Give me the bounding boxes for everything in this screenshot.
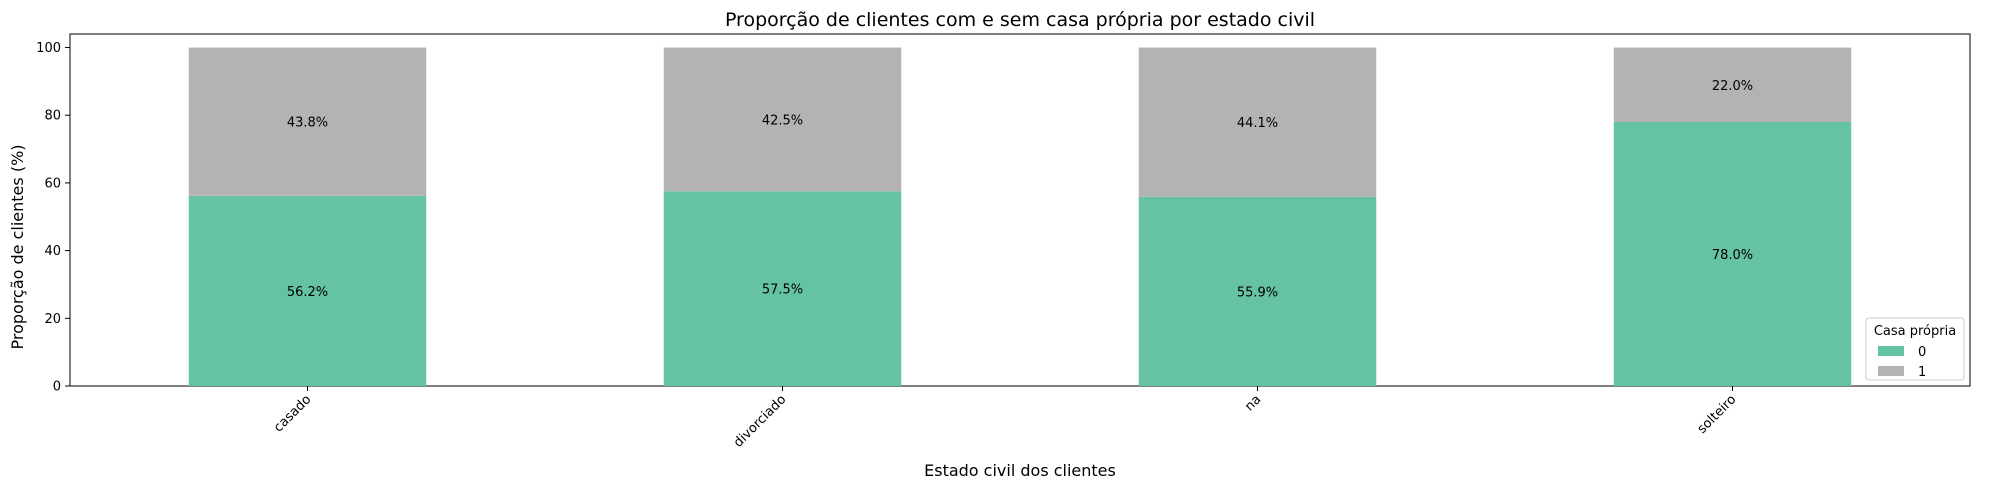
x-tick-label-na: na xyxy=(1242,392,1264,414)
legend: Casa própria 0 1 xyxy=(1865,317,1965,381)
data-labels: 56.2% 43.8% 57.5% 42.5% 55.9% 44.1% 78.0% 22.0% xyxy=(287,79,1753,301)
legend-entry-series-0: 0 xyxy=(1918,345,1926,360)
bar-solteiro-series-0 xyxy=(1613,122,1852,386)
bar-casado-series-0 xyxy=(188,195,427,386)
data-label-divorciado-series-0: 57.5% xyxy=(762,283,803,298)
y-axis-label: Proporção de clientes (%) xyxy=(8,144,27,349)
bar-na-series-1 xyxy=(1138,47,1377,197)
y-tick-label: 20 xyxy=(44,312,61,327)
plot-frame xyxy=(69,33,1971,387)
bar-solteiro-series-1 xyxy=(1613,47,1852,122)
data-label-casado-series-1: 43.8% xyxy=(287,116,328,131)
legend-box xyxy=(1865,317,1965,381)
y-tick-label: 40 xyxy=(44,244,61,259)
data-label-na-series-1: 44.1% xyxy=(1237,116,1278,131)
legend-title: Casa própria xyxy=(1874,324,1956,339)
data-label-casado-series-0: 56.2% xyxy=(287,285,328,300)
y-tick-label: 80 xyxy=(44,109,61,124)
legend-swatch-series-1 xyxy=(1878,366,1904,376)
bars xyxy=(188,47,1852,386)
x-axis-label: Estado civil dos clientes xyxy=(924,461,1116,480)
data-label-divorciado-series-1: 42.5% xyxy=(762,113,803,128)
bar-divorciado-series-0 xyxy=(663,191,902,386)
legend-swatch-series-0 xyxy=(1878,346,1904,356)
y-tick-label: 100 xyxy=(36,41,61,56)
y-tick-label: 60 xyxy=(44,176,61,191)
y-tick-label: 0 xyxy=(53,380,61,395)
x-tick-label-casado: casado xyxy=(271,392,314,435)
bar-divorciado-series-1 xyxy=(663,47,902,192)
x-tick-label-solteiro: solteiro xyxy=(1695,392,1740,437)
bar-na-series-0 xyxy=(1138,196,1377,386)
data-label-na-series-0: 55.9% xyxy=(1237,285,1278,300)
x-tick-label-divorciado: divorciado xyxy=(731,392,789,450)
chart-title: Proporção de clientes com e sem casa pró… xyxy=(725,9,1315,31)
axes xyxy=(69,33,1971,387)
data-label-solteiro-series-0: 78.0% xyxy=(1712,248,1753,263)
bar-casado-series-1 xyxy=(188,47,427,196)
data-label-solteiro-series-1: 22.0% xyxy=(1712,79,1753,94)
legend-entry-series-1: 1 xyxy=(1918,365,1926,380)
